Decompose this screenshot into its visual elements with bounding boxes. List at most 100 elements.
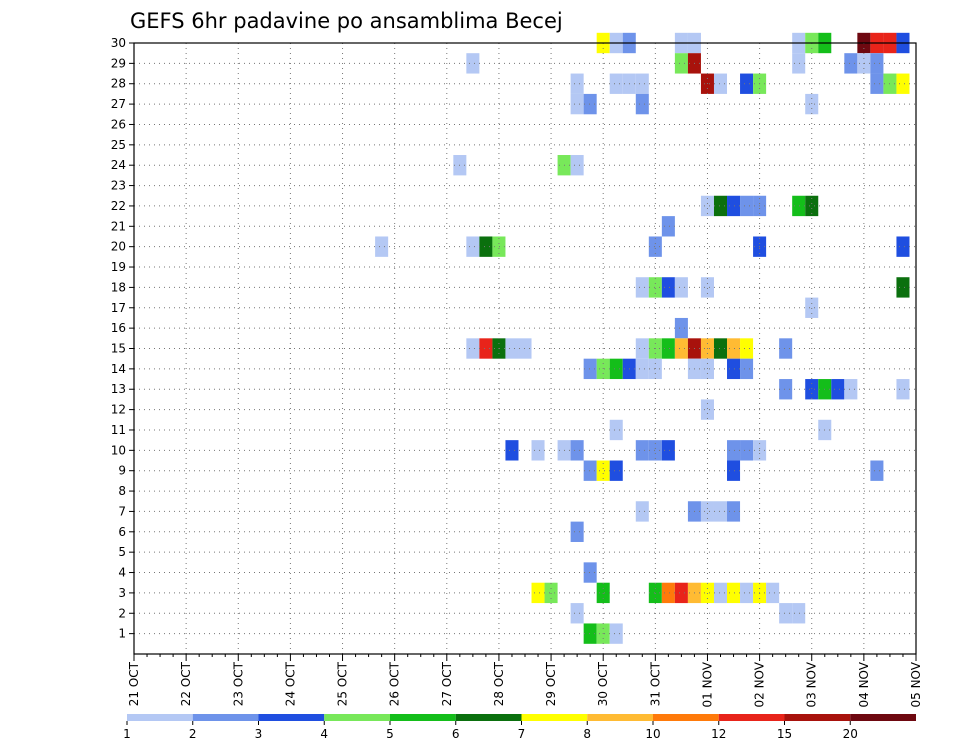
heatmap-cell xyxy=(479,338,493,359)
heatmap-cell xyxy=(570,440,584,461)
y-tick-label: 10 xyxy=(111,443,126,457)
heatmap-cell xyxy=(727,195,741,217)
x-tick-label: 21 OCT xyxy=(127,661,141,706)
y-tick-label: 24 xyxy=(111,158,126,172)
colorbar-label: 20 xyxy=(843,727,858,741)
y-tick-label: 2 xyxy=(118,606,126,620)
heatmap-cell xyxy=(661,440,675,461)
colorbar-segment xyxy=(653,714,719,721)
heatmap-cell xyxy=(635,338,649,359)
y-tick-label: 1 xyxy=(118,627,126,641)
colorbar-segment xyxy=(324,714,390,721)
chart-title: GEFS 6hr padavine po ansamblima Becej xyxy=(130,9,563,33)
colorbar-label: 5 xyxy=(386,727,394,741)
y-tick-label: 29 xyxy=(111,56,126,70)
colorbar-segment xyxy=(784,714,851,721)
heatmap-cell xyxy=(713,73,728,94)
heatmap-cell xyxy=(609,623,623,644)
heatmap-cell xyxy=(805,93,819,115)
heatmap-cell xyxy=(583,93,597,115)
heatmap-cell xyxy=(740,358,754,380)
heatmap-cell xyxy=(648,277,662,298)
heatmap-cell xyxy=(805,297,819,318)
y-tick-label: 12 xyxy=(111,403,126,417)
y-tick-label: 25 xyxy=(111,138,126,152)
heatmap-cell xyxy=(635,73,649,94)
heatmap-cell xyxy=(466,236,480,257)
x-tick-label: 27 OCT xyxy=(440,661,454,706)
heatmap-cell xyxy=(713,582,728,604)
y-tick-label: 6 xyxy=(118,525,126,539)
heatmap-cell xyxy=(635,277,649,298)
colorbar-label: 12 xyxy=(711,727,726,741)
axis-layer: 1234567891011121314151617181920212223242… xyxy=(111,36,923,708)
heatmap-cell xyxy=(466,338,480,359)
heatmap-cell xyxy=(648,236,662,257)
heatmap-cell xyxy=(896,73,910,94)
heatmap-cell xyxy=(570,521,584,542)
heatmap-cell xyxy=(740,195,754,217)
colorbar-segment xyxy=(850,714,916,721)
x-tick-label: 23 OCT xyxy=(231,661,245,706)
heatmap-cell xyxy=(831,379,845,400)
heatmap-cell xyxy=(700,501,714,522)
heatmap-cell xyxy=(596,582,610,604)
y-tick-label: 20 xyxy=(111,240,126,254)
heatmap-cell xyxy=(648,582,662,604)
heatmap-cell xyxy=(805,195,819,217)
colorbar-label: 3 xyxy=(255,727,263,741)
heatmap-cell xyxy=(844,53,858,74)
heatmap-cell xyxy=(570,73,584,94)
heatmap-cell xyxy=(570,603,584,624)
y-tick-label: 3 xyxy=(118,586,126,600)
heatmap-cell xyxy=(674,317,688,339)
y-tick-label: 8 xyxy=(118,484,126,498)
colorbar-segment xyxy=(521,714,588,721)
heatmap-cell xyxy=(727,338,741,359)
heatmap-cell xyxy=(727,440,741,461)
heatmap-cell xyxy=(570,93,584,115)
heatmap-cell xyxy=(713,501,728,522)
heatmap-cell xyxy=(896,277,910,298)
heatmap-cell xyxy=(635,93,649,115)
heatmap-cell xyxy=(766,582,780,604)
heatmap-cell xyxy=(609,73,623,94)
grid-layer xyxy=(133,42,917,654)
y-tick-label: 18 xyxy=(111,280,126,294)
heatmap-cell xyxy=(466,53,480,74)
y-tick-label: 13 xyxy=(111,382,126,396)
y-tick-label: 22 xyxy=(111,199,126,213)
heatmap-cell xyxy=(870,53,884,74)
y-tick-label: 19 xyxy=(111,260,126,274)
colorbar-segment xyxy=(127,714,193,721)
y-tick-label: 21 xyxy=(111,219,126,233)
colorbar-label: 2 xyxy=(189,727,197,741)
heatmap-cell xyxy=(792,603,806,624)
heatmap-cell xyxy=(740,73,754,94)
heatmap-cell xyxy=(635,440,649,461)
y-tick-label: 11 xyxy=(111,423,126,437)
heatmap-cell xyxy=(505,440,519,461)
heatmap-cell xyxy=(609,358,623,380)
heatmap-cell xyxy=(844,379,858,400)
colorbar-label: 8 xyxy=(583,727,591,741)
heatmap-cell xyxy=(896,236,910,257)
heatmap-cell xyxy=(479,236,493,257)
colorbar-label: 15 xyxy=(777,727,792,741)
heatmap-cell xyxy=(713,338,728,359)
heatmap-cell xyxy=(700,277,714,298)
y-tick-label: 5 xyxy=(118,545,126,559)
colorbar-segment xyxy=(258,714,325,721)
x-tick-label: 05 NOV xyxy=(909,661,923,707)
x-tick-label: 22 OCT xyxy=(179,661,193,706)
heatmap-cell xyxy=(583,358,597,380)
heatmap-cell xyxy=(870,73,884,94)
heatmap-cell xyxy=(727,501,741,522)
y-tick-label: 15 xyxy=(111,342,126,356)
heatmap-cell xyxy=(779,603,793,624)
y-tick-label: 9 xyxy=(118,464,126,478)
y-tick-label: 17 xyxy=(111,301,126,315)
heatmap-cell xyxy=(635,358,649,380)
